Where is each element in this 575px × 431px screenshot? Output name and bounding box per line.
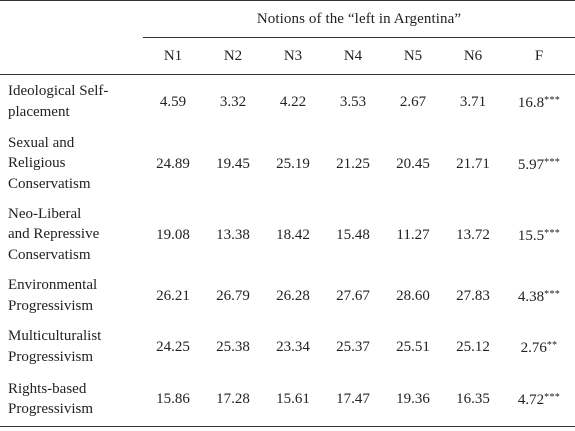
column-header-row: N1 N2 N3 N4 N5 N6 F [0,37,575,75]
table-cell: 2.67 [399,93,427,110]
table-cell: 21.25 [336,155,370,172]
row-label-line: Progressivism [8,401,94,417]
f-value: 4.72 [517,392,545,408]
table-cell: 27.83 [456,287,490,304]
table-row: Ideological Self- placement 4.59 3.32 4.… [0,75,575,129]
row-label-line: Sexual and [8,134,75,151]
table-cell: 28.60 [396,287,430,304]
f-statistic-cell: 4.72*** [503,372,575,427]
f-statistic-cell: 15.5*** [503,199,575,270]
significance-marker: *** [544,227,561,239]
significance-marker: *** [544,156,561,168]
table-cell: 4.22 [279,93,307,110]
column-header-n6: N6 [443,37,503,75]
table-row: Environmental Progressivism 26.21 26.79 … [0,270,575,321]
table-cell: 23.34 [276,338,310,355]
row-label-line: Conservatism [8,246,91,263]
table-cell: 3.71 [459,93,487,110]
significance-marker: *** [544,94,561,106]
row-label-line: and Repressive [8,226,100,243]
row-label-line: Multiculturalist [8,328,102,344]
table-cell: 11.27 [396,226,430,243]
table-cell: 27.67 [336,287,370,304]
row-label: Neo-Liberal and Repressive Conservatism [0,199,143,270]
spanning-header-row: Notions of the “left in Argentina” [0,0,575,38]
significance-marker: ** [546,339,558,351]
row-label-line: Religious [8,155,66,172]
column-header-f: F [503,37,575,75]
row-label-line: Environmental [8,277,98,293]
f-value: 5.97 [517,156,545,173]
table-cell: 15.86 [143,372,203,427]
row-label-line: Conservatism [8,175,91,192]
table-cell: 13.72 [456,226,490,243]
table-cell: 17.28 [203,372,263,427]
column-header-n3: N3 [263,37,323,75]
table-row: Sexual and Religious Conservatism 24.89 … [0,128,575,199]
table-cell: 19.36 [383,372,443,427]
table-cell: 24.89 [156,155,190,172]
table-cell: 25.12 [456,338,490,355]
table-cell: 26.79 [216,287,250,304]
table-cell: 18.42 [276,226,310,243]
f-value: 4.38 [517,288,545,305]
column-header-n2: N2 [203,37,263,75]
table-cell: 15.61 [263,372,323,427]
table-cell: 25.38 [216,338,250,355]
table-row: Neo-Liberal and Repressive Conservatism … [0,199,575,270]
table-cell: 17.47 [323,372,383,427]
f-statistic-cell: 4.38*** [503,270,575,321]
table-cell: 19.08 [156,226,190,243]
table-row: Multiculturalist Progressivism 24.25 25.… [0,321,575,372]
table-cell: 25.37 [336,338,370,355]
row-label-line: Progressivism [8,297,94,314]
table-cell: 3.53 [339,93,367,110]
table-cell: 19.45 [216,155,250,172]
table-cell: 21.71 [456,155,490,172]
row-label: Sexual and Religious Conservatism [0,128,143,199]
f-statistic-cell: 2.76** [503,321,575,372]
column-header-n4: N4 [323,37,383,75]
row-label-line: Neo-Liberal [8,205,82,222]
table-cell: 4.59 [159,93,187,110]
column-header-n5: N5 [383,37,443,75]
column-header-n1: N1 [143,37,203,75]
significance-marker: *** [544,392,561,403]
table-row: Rights-based Progressivism 15.86 17.28 1… [0,372,575,427]
f-value: 15.5 [517,227,545,244]
row-label: Ideological Self- placement [0,75,143,129]
f-statistic-cell: 16.8*** [503,75,575,129]
table-cell: 20.45 [396,155,430,172]
row-label-line: Rights-based [8,380,87,397]
significance-marker: *** [544,288,561,300]
column-header-blank [0,37,143,75]
table-cell: 16.35 [443,372,503,427]
table-cell: 15.48 [336,226,370,243]
table-cell: 24.25 [156,338,190,355]
f-value: 16.8 [517,94,545,111]
table-cell: 26.21 [156,287,190,304]
row-label-line: placement [8,103,70,120]
table-cell: 13.38 [216,226,250,243]
row-label: Environmental Progressivism [0,270,143,321]
header-blank-cell [0,0,143,38]
table-cell: 25.51 [396,338,430,355]
spanning-header: Notions of the “left in Argentina” [143,0,575,38]
f-value: 2.76 [520,339,547,356]
f-statistic-cell: 5.97*** [503,128,575,199]
row-label: Rights-based Progressivism [0,372,143,427]
table-cell: 3.32 [219,93,247,110]
row-label: Multiculturalist Progressivism [0,321,143,372]
table-cell: 26.28 [276,287,310,304]
row-label-line: Progressivism [8,348,94,365]
table-cell: 25.19 [276,155,310,172]
row-label-line: Ideological Self- [8,83,109,99]
